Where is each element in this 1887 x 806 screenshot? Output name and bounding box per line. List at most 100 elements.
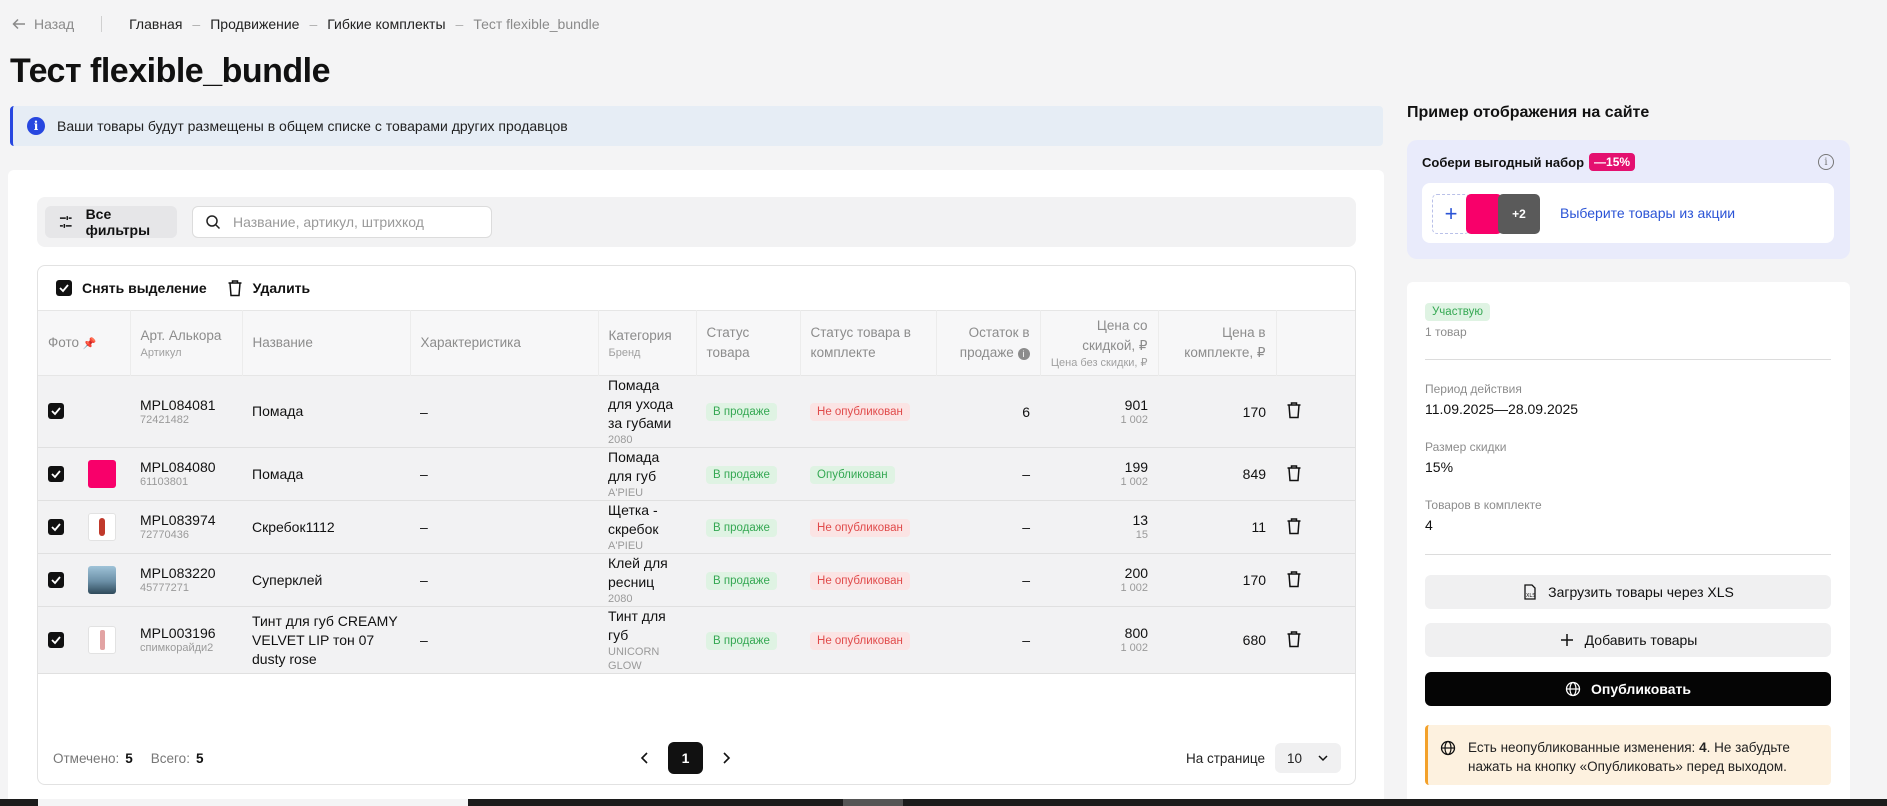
- all-filters-button[interactable]: Все фильтры: [45, 206, 177, 238]
- header-price[interactable]: Цена со скидкой, ₽ Цена без скидки, ₽: [1040, 310, 1159, 376]
- bulk-action-bar: Снять выделение Удалить: [38, 266, 1355, 310]
- header-characteristic[interactable]: Характеристика: [410, 310, 599, 376]
- product-characteristic: –: [420, 466, 428, 482]
- preview-card: + +2 Выберите товары из акции: [1422, 183, 1834, 243]
- per-page-select[interactable]: 10: [1275, 743, 1341, 773]
- table-row[interactable]: MPL003196 спимкорайди2 Тинт для губ CREAMY…: [38, 606, 1355, 674]
- header-name[interactable]: Название: [242, 310, 411, 376]
- add-products-button[interactable]: Добавить товары: [1425, 623, 1831, 657]
- trash-icon: [228, 280, 242, 297]
- items-count: 1 товар: [1425, 325, 1467, 339]
- bundle-products-panel: Все фильтры Снять выделение Удалить: [8, 170, 1384, 806]
- table-header-row: Фото 📌 Арт. Алькора Артикул Название Хара…: [38, 310, 1355, 376]
- divider: [1425, 554, 1831, 555]
- product-price: 800: [1124, 625, 1149, 641]
- publish-label: Опубликовать: [1591, 681, 1691, 697]
- products-table: Фото 📌 Арт. Алькора Артикул Название Хара…: [38, 310, 1355, 674]
- header-status[interactable]: Статус товара: [696, 310, 801, 376]
- info-banner: i Ваши товары будут размещены в общем сп…: [10, 106, 1383, 146]
- delete-row-button[interactable]: [1286, 402, 1302, 422]
- product-name[interactable]: Суперклей: [252, 571, 323, 588]
- product-category: Помада для ухода за губами: [608, 377, 674, 431]
- header-photo: Фото 📌: [38, 310, 131, 376]
- product-bundle-price: 170: [1242, 403, 1267, 420]
- delete-row-button[interactable]: [1286, 464, 1302, 485]
- delete-selected-button[interactable]: Удалить: [227, 279, 310, 297]
- product-name[interactable]: Помада: [252, 465, 304, 482]
- deselect-label: Снять выделение: [82, 280, 207, 296]
- arrow-left-icon: [12, 18, 25, 30]
- breadcrumb-promotion[interactable]: Продвижение: [210, 16, 300, 32]
- info-icon: i: [27, 117, 45, 135]
- horizontal-scrollbar[interactable]: [0, 799, 1887, 806]
- scrollbar-thumb[interactable]: [843, 799, 903, 806]
- delete-row-button[interactable]: [1286, 570, 1302, 591]
- product-sku: 45777271: [140, 582, 189, 594]
- product-art: MPL003196: [140, 625, 216, 641]
- product-price-old: 15: [1135, 529, 1149, 541]
- row-checkbox[interactable]: [48, 631, 64, 648]
- per-page-value: 10: [1287, 750, 1303, 766]
- product-brand: UNICORN GLOW: [608, 646, 660, 672]
- upload-xls-button[interactable]: XLS Загрузить товары через XLS: [1425, 575, 1831, 609]
- product-price: 199: [1124, 459, 1149, 475]
- table-row[interactable]: MPL083220 45777271 Суперклей – Клей для ресн…: [38, 553, 1355, 607]
- product-brand: A'PIEU: [608, 487, 644, 499]
- row-checkbox[interactable]: [48, 465, 64, 482]
- bundle-status-badge: Не опубликован: [810, 631, 910, 650]
- bundle-status-badge: Не опубликован: [810, 403, 910, 421]
- header-bundle-price[interactable]: Цена в комплекте, ₽: [1158, 310, 1277, 376]
- product-characteristic: –: [420, 519, 428, 535]
- product-name[interactable]: Скребок1112: [252, 518, 335, 535]
- breadcrumb-home[interactable]: Главная: [129, 16, 183, 32]
- chevron-right-icon[interactable]: [719, 751, 733, 765]
- header-stock[interactable]: Остаток в продаже i: [936, 310, 1041, 376]
- product-price: 13: [1132, 512, 1149, 528]
- row-checkbox[interactable]: [48, 518, 64, 535]
- page-button-current[interactable]: 1: [668, 742, 703, 774]
- divider: [101, 16, 103, 32]
- product-bundle-price: 680: [1242, 632, 1267, 648]
- delete-row-button[interactable]: [1286, 630, 1302, 651]
- filter-bar: Все фильтры: [37, 197, 1356, 247]
- globe-icon: [1440, 740, 1456, 756]
- search-icon: [206, 215, 221, 230]
- product-category: Клей для ресниц: [608, 555, 668, 590]
- back-button[interactable]: Назад: [12, 16, 74, 32]
- row-checkbox[interactable]: [48, 571, 64, 588]
- info-icon: i: [1017, 348, 1030, 360]
- breadcrumb-flexible-bundles[interactable]: Гибкие комплекты: [327, 16, 446, 32]
- row-checkbox[interactable]: [48, 403, 64, 419]
- product-name[interactable]: Тинт для губ CREAMY VELVET LIP тон 07 du…: [252, 612, 398, 667]
- xls-file-icon: XLS: [1524, 584, 1536, 600]
- delete-row-button[interactable]: [1286, 517, 1302, 538]
- publish-button[interactable]: Опубликовать: [1425, 672, 1831, 706]
- header-actions: [1276, 311, 1355, 376]
- search-box: [192, 206, 492, 238]
- table-row[interactable]: MPL083974 72770436 Скребок1112 – Щетка - скр…: [38, 500, 1355, 554]
- product-name[interactable]: Помада: [252, 403, 304, 419]
- product-stock: –: [1022, 519, 1031, 535]
- header-category[interactable]: Категория Бренд: [598, 310, 697, 376]
- back-label: Назад: [34, 16, 75, 32]
- chevron-left-icon[interactable]: [638, 751, 652, 765]
- search-input[interactable]: [233, 214, 473, 230]
- info-icon[interactable]: i: [1818, 154, 1834, 170]
- add-slot-icon[interactable]: +: [1432, 194, 1470, 234]
- period-value: 11.09.2025—28.09.2025: [1425, 401, 1579, 417]
- table-footer: Отмечено: 5 Всего: 5 1 На странице 10: [38, 732, 1355, 784]
- header-bundle-status[interactable]: Статус товара в комплекте: [800, 310, 937, 376]
- table-row[interactable]: MPL084080 61103801 Помада – Помада для губ A'…: [38, 447, 1355, 501]
- header-art[interactable]: Арт. Алькора Артикул: [130, 310, 243, 376]
- more-products-badge: +2: [1498, 194, 1540, 234]
- pick-products-link[interactable]: Выберите товары из акции: [1560, 205, 1736, 221]
- status-badge: В продаже: [706, 571, 777, 590]
- pagination: 1: [638, 742, 733, 774]
- deselect-all-button[interactable]: Снять выделение: [56, 280, 207, 296]
- site-preview-widget: Собери выгодный набор —15% i + +2 Выбери…: [1407, 140, 1850, 259]
- product-price-old: 1 002: [1120, 642, 1149, 654]
- product-photo: [88, 513, 116, 541]
- product-photo: [88, 460, 116, 488]
- product-characteristic: –: [420, 632, 428, 648]
- table-row[interactable]: MPL084081 72421482 Помада – Помада для ухода…: [38, 375, 1355, 448]
